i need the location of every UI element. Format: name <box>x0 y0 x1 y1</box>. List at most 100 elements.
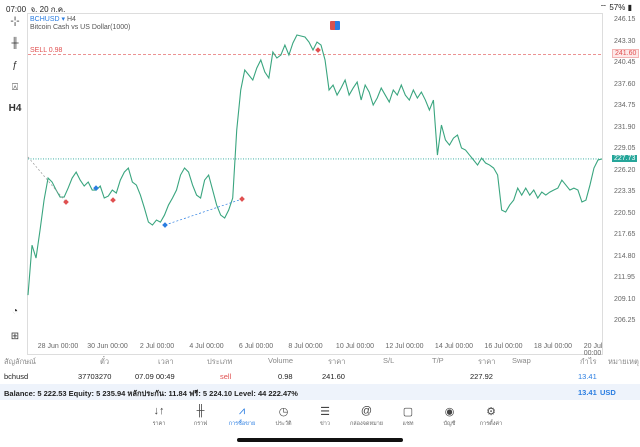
chart-symbol-header[interactable]: BCHUSD ▾ H4 <box>30 16 76 23</box>
y-tick-label: 220.50 <box>614 209 636 217</box>
nav-label: ราคา <box>152 421 166 427</box>
col-tp: T/P <box>432 356 444 365</box>
cell-profit: 13.41 <box>578 372 597 381</box>
account-icon: ◉ <box>444 406 455 418</box>
x-tick-label: 16 Jul 00:00 <box>484 343 523 350</box>
balance-bar: Balance: 5 222.53 Equity: 5 235.94 หลักป… <box>0 384 640 400</box>
nav-trade[interactable]: ⩘ การซื้อขาย <box>223 405 261 433</box>
col-sl: S/L <box>383 356 395 365</box>
cell-type: sell <box>220 372 232 381</box>
y-tick-label: 209.10 <box>614 295 636 303</box>
nav-label: การซื้อขาย <box>228 421 256 427</box>
x-tick-label: 2 Jul 00:00 <box>139 343 175 350</box>
col-price: ราคา <box>328 357 346 366</box>
candles-icon[interactable]: ╫ <box>11 38 19 49</box>
col-symbol: สัญลักษณ์ <box>4 357 37 366</box>
y-tick-label: 240.45 <box>614 59 636 66</box>
col-current-price: ราคา <box>478 357 496 366</box>
nav-label: ประวัติ <box>275 421 292 427</box>
x-tick-label: 28 Jun 00:00 <box>37 343 79 350</box>
price-line <box>27 34 603 296</box>
y-tick-label: 217.65 <box>614 231 636 238</box>
status-bar: 07:00 จ. 20 ก.ค. ⌔ 57% ▮ <box>0 0 640 14</box>
cell-current-price: 227.92 <box>470 372 493 381</box>
nav-mailbox[interactable]: @ กล่องจดหมาย <box>348 405 386 433</box>
cell-ticket: 37703270 <box>78 372 112 381</box>
shapes-icon[interactable]: ⍓ <box>12 82 18 93</box>
crosshair-icon[interactable]: -¦- <box>10 16 20 27</box>
sell-marker[interactable] <box>239 196 245 202</box>
sell-marker[interactable] <box>315 47 321 53</box>
nav-history[interactable]: ◷ ประวัติ <box>265 405 303 433</box>
x-tick-label: 12 Jul 00:00 <box>385 343 424 350</box>
quotes-icon: ↓↑ <box>153 405 165 417</box>
x-tick-label: 10 Jul 00:00 <box>335 343 375 350</box>
col-type: ประเภท <box>207 357 233 366</box>
cell-volume: 0.98 <box>278 372 293 381</box>
col-time: เวลา <box>158 357 174 366</box>
y-tick-label: 229.05 <box>614 145 636 152</box>
nav-quotes[interactable]: ↓↑ ราคา <box>140 405 178 433</box>
x-tick-label: 4 Jul 00:00 <box>189 343 224 350</box>
nav-account[interactable]: ◉ บัญชี <box>431 405 469 433</box>
nav-label: กล่องจดหมาย <box>349 421 384 427</box>
sell-marker[interactable] <box>110 197 116 203</box>
cell-time: 07.09 00:49 <box>135 372 175 381</box>
sell-price-tag: 241.60 <box>612 49 640 58</box>
x-tick-label: 8 Jul 00:00 <box>288 343 323 350</box>
settings-icon: ⚙ <box>486 406 496 418</box>
y-tick-label: 237.60 <box>614 80 636 88</box>
x-tick-label: 14 Jul 00:00 <box>434 343 474 350</box>
status-time-date: 07:00 จ. 20 ก.ค. <box>6 5 66 14</box>
nav-news[interactable]: ☰ ข่าว <box>306 405 344 433</box>
balance-summary: Balance: 5 222.53 Equity: 5 235.94 หลักป… <box>4 389 298 398</box>
table-header: สัญลักษณ์ ตั๋ว เวลา ประเภท Volume ราคา S… <box>0 352 640 368</box>
x-tick-label: 20 Jul 00:00 <box>583 343 603 357</box>
currency: USD <box>600 388 616 397</box>
y-tick-label: 226.20 <box>614 166 636 174</box>
battery-indicator: ⌔ 57% ▮ <box>599 3 632 12</box>
chart-icon: ╫ <box>196 405 205 417</box>
current-price-tag: 227.73 <box>612 155 638 162</box>
nav-chat[interactable]: ▢ แชท <box>389 405 427 433</box>
y-tick-label: 246.15 <box>614 16 636 23</box>
timeframe-icon[interactable]: H4 <box>8 103 22 114</box>
table-row[interactable]: bchusd 37703270 07.09 00:49 sell 0.98 24… <box>0 368 640 384</box>
chat-icon: ▢ <box>402 406 414 418</box>
nav-chart[interactable]: ╫ กราฟ <box>182 405 220 433</box>
chart-area[interactable]: BCHUSD ▾ H4 Bitcoin Cash vs US Dollar(10… <box>27 13 603 355</box>
add-icon[interactable]: ⊞ <box>10 331 20 342</box>
col-ticket: ตั๋ว <box>100 357 110 366</box>
y-tick-label: 211.95 <box>614 274 635 281</box>
trade-connector <box>164 198 243 226</box>
cell-symbol: bchusd <box>4 372 29 381</box>
y-tick-label: 231.90 <box>614 123 636 131</box>
nav-label: บัญชี <box>443 421 456 427</box>
y-tick-label: 214.80 <box>614 252 636 260</box>
home-indicator[interactable] <box>237 438 403 442</box>
cell-price: 241.60 <box>322 372 345 381</box>
y-tick-label: 234.75 <box>614 102 636 109</box>
trade-icon: ⩘ <box>238 405 246 417</box>
col-volume: Volume <box>268 356 294 365</box>
nav-settings[interactable]: ⚙ การตั้งค่า <box>472 405 510 433</box>
col-profit: กำไร <box>580 357 597 366</box>
chart-description: Bitcoin Cash vs US Dollar(1000) <box>30 24 131 31</box>
nav-label: กราฟ <box>193 421 208 427</box>
history-icon: ◷ <box>278 406 289 418</box>
y-tick-label: 243.30 <box>614 37 636 45</box>
mailbox-icon: @ <box>360 405 373 417</box>
buy-marker[interactable] <box>162 222 168 228</box>
function-icon[interactable]: ƒ <box>12 60 18 71</box>
x-tick-label: 30 Jun 00:00 <box>87 343 128 350</box>
nav-label: แชท <box>402 421 414 427</box>
trade-connector <box>27 156 67 203</box>
y-tick-label: 206.25 <box>614 317 636 324</box>
analytics-icon[interactable]: ◔ <box>11 306 19 317</box>
sell-order-label[interactable]: SELL 0.98 <box>30 47 63 54</box>
buy-marker[interactable] <box>93 185 99 191</box>
nav-label: การตั้งค่า <box>479 421 503 427</box>
bottom-nav: ↓↑ ราคา ╫ กราฟ ⩘ การซื้อขาย ◷ ประวัติ ☰ ข่าว @ กล่อ… <box>140 405 510 433</box>
one-click-trading-icon[interactable] <box>330 21 340 30</box>
